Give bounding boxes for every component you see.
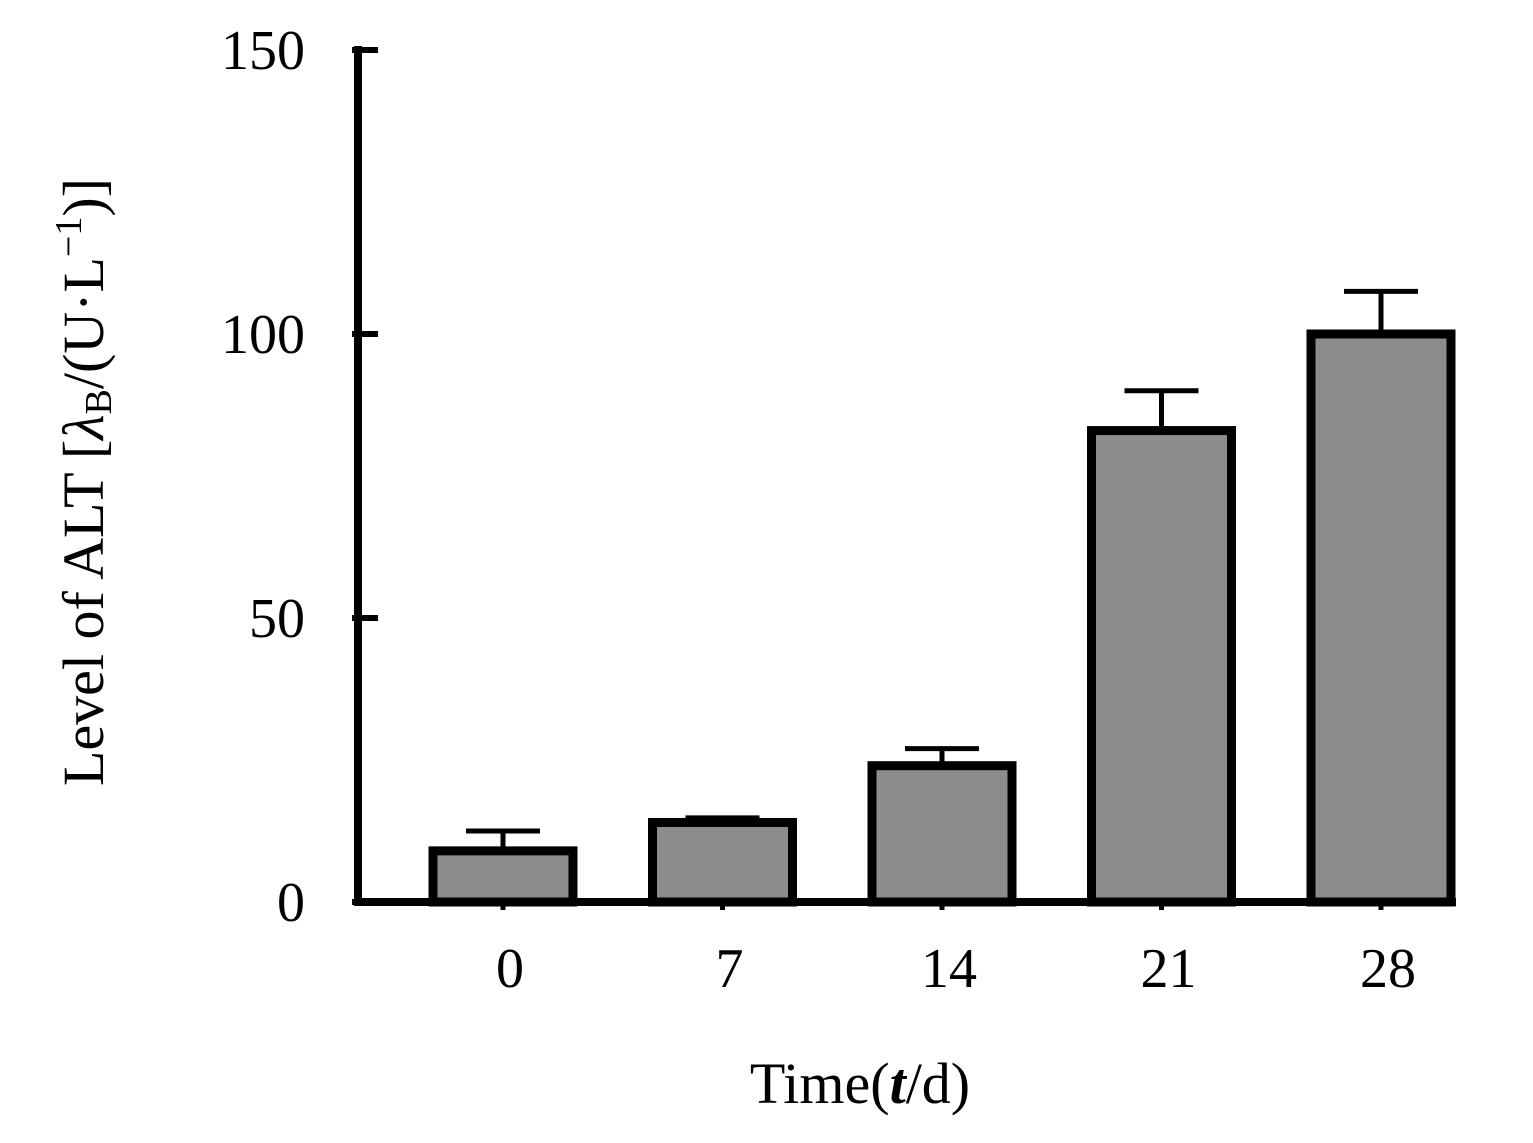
- error-bars-group: [466, 288, 1418, 851]
- y-axis-title-subscript: B: [78, 389, 120, 414]
- y-axis-title-lambda: λ: [51, 415, 116, 442]
- x-tick-label: 7: [716, 938, 744, 1000]
- x-tick-label: 0: [496, 938, 524, 1000]
- y-tick-label: 0: [277, 872, 305, 934]
- y-axis-title-end: )]: [51, 178, 116, 217]
- y-tick-label: 150: [221, 20, 305, 82]
- x-tick-label: 21: [1141, 938, 1197, 1000]
- y-axis-title-middle: /(U·L: [51, 257, 116, 389]
- x-tick-label: 28: [1360, 938, 1416, 1000]
- y-axis-title-superscript: −1: [48, 217, 90, 257]
- bar-day-7: [648, 817, 797, 907]
- y-axis-title-main: Level of ALT [: [51, 440, 116, 786]
- y-axis-title: Level of ALT [λB/(U·L−1)]: [48, 178, 120, 786]
- y-tick-label: 50: [249, 588, 305, 650]
- bar-day-0: [428, 846, 578, 907]
- axes-group: [354, 46, 1456, 906]
- bars-group: [428, 329, 1456, 907]
- y-ticks-group: 0 50 100 150: [221, 20, 378, 934]
- x-axis-title-end: /d): [906, 1051, 970, 1116]
- bar-day-14: [867, 761, 1017, 907]
- bar-day-21: [1087, 426, 1236, 907]
- x-axis-title-start: Time(: [750, 1051, 890, 1116]
- x-axis-title: Time(t/d): [750, 1051, 970, 1116]
- y-tick-label: 100: [221, 304, 305, 366]
- bar-day-28: [1306, 329, 1456, 907]
- x-axis-title-variable: t: [890, 1051, 908, 1116]
- x-tick-label: 14: [921, 938, 977, 1000]
- x-ticks-group: 0 7 14 21 28: [496, 902, 1416, 1000]
